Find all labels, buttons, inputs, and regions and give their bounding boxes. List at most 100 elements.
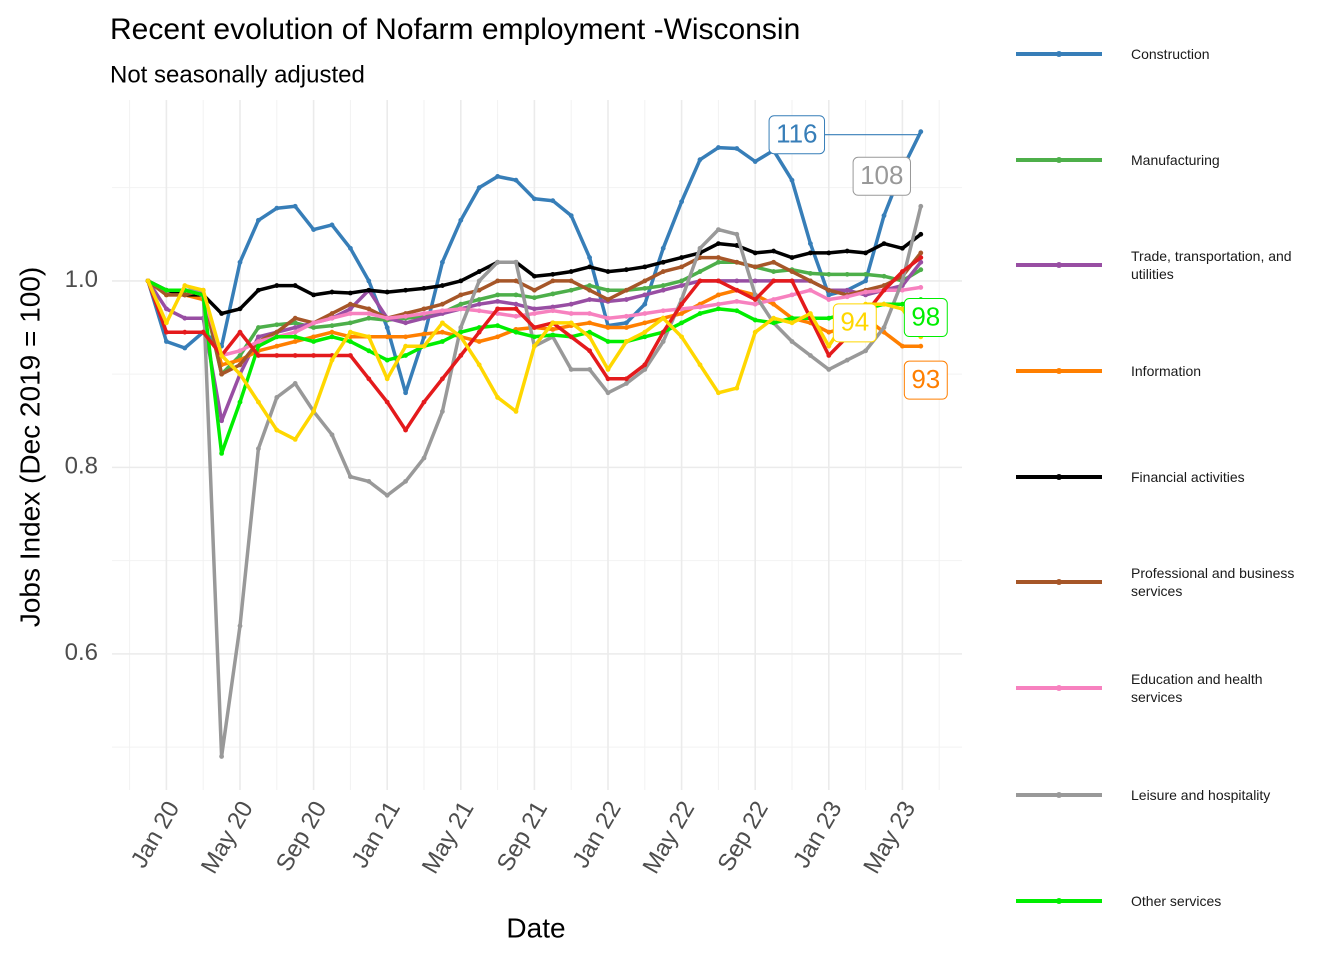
data-point (605, 269, 611, 274)
data-point (164, 339, 169, 344)
legend-swatch-point (1056, 792, 1062, 798)
data-point (495, 323, 500, 329)
data-point (550, 332, 556, 338)
data-point (716, 145, 721, 150)
data-point (440, 283, 445, 288)
data-point (642, 334, 648, 340)
data-point (292, 339, 298, 344)
data-point (679, 283, 684, 288)
data-point (348, 306, 353, 312)
data-point (844, 357, 850, 363)
data-point (237, 623, 243, 629)
data-point (164, 287, 169, 293)
data-point (311, 292, 316, 298)
legend-swatch (1016, 474, 1102, 480)
data-point (495, 292, 500, 298)
x-tick-label: May 21 (417, 797, 480, 879)
data-point (348, 474, 353, 480)
data-point (384, 492, 390, 498)
data-point (587, 255, 592, 260)
data-point (237, 306, 243, 312)
data-point (660, 245, 666, 251)
data-point (605, 367, 611, 372)
data-point (403, 334, 408, 340)
data-point (292, 329, 298, 335)
data-point (384, 289, 390, 295)
data-point (237, 353, 243, 358)
data-point (679, 301, 684, 307)
data-point (476, 269, 482, 274)
data-point (679, 278, 684, 284)
data-point (734, 308, 740, 314)
chart: Recent evolution of Nofarm employment -W… (14, 13, 962, 943)
data-point (403, 320, 408, 326)
data-point (237, 348, 243, 354)
legend-swatch-point (1056, 898, 1062, 904)
data-point (274, 283, 280, 288)
data-point (329, 323, 335, 329)
data-point (605, 390, 611, 396)
x-tick-label: Sep 22 (712, 797, 773, 876)
data-point (716, 241, 721, 246)
x-tick-label: May 20 (196, 797, 259, 879)
y-axis-title: Jobs Index (Dec 2019 = 100) (14, 267, 45, 627)
data-point (182, 329, 188, 335)
end-label-box (903, 360, 948, 400)
data-point (624, 381, 629, 386)
data-point (660, 315, 666, 321)
data-point (550, 291, 556, 297)
legend-swatch-point (1056, 474, 1062, 480)
y-tick-label: 0.6 (65, 639, 98, 666)
data-point (679, 334, 684, 340)
data-point (421, 285, 427, 291)
data-point (697, 362, 703, 368)
data-point (348, 339, 353, 344)
data-point (513, 177, 519, 183)
data-point (366, 306, 372, 312)
data-point (495, 174, 500, 179)
data-point (587, 348, 592, 354)
data-point (752, 264, 758, 270)
data-point (550, 198, 556, 204)
data-point (495, 306, 500, 312)
data-point (918, 343, 924, 349)
data-point (495, 278, 500, 284)
data-point (329, 329, 335, 335)
data-point (550, 326, 556, 332)
data-point (440, 301, 445, 307)
data-point (734, 146, 740, 151)
data-point (752, 278, 758, 284)
legend-item: Education and health services (1010, 668, 1316, 708)
data-point (605, 315, 611, 321)
data-point (605, 297, 611, 302)
data-point (532, 196, 537, 202)
data-point (771, 259, 776, 265)
data-point (348, 329, 353, 335)
data-point (844, 248, 850, 254)
data-point (900, 306, 905, 312)
data-point (532, 334, 537, 340)
data-point (863, 250, 868, 256)
data-point (348, 320, 353, 326)
data-point (734, 385, 740, 391)
data-point (568, 367, 574, 372)
data-point (329, 315, 335, 321)
data-point (900, 245, 905, 251)
legend-item: Other services (1010, 881, 1316, 921)
data-point (513, 409, 519, 414)
data-point (292, 437, 298, 442)
data-point (624, 313, 629, 319)
data-point (164, 292, 169, 298)
x-tick-label: May 23 (858, 797, 921, 879)
data-point (752, 329, 758, 335)
data-point (808, 311, 813, 316)
data-point (513, 292, 519, 298)
data-point (329, 432, 335, 438)
data-point (219, 311, 225, 316)
data-point (440, 409, 445, 414)
data-point (642, 292, 648, 298)
data-point (660, 259, 666, 265)
data-point (329, 289, 335, 295)
data-point (587, 367, 592, 372)
data-point (697, 304, 703, 310)
